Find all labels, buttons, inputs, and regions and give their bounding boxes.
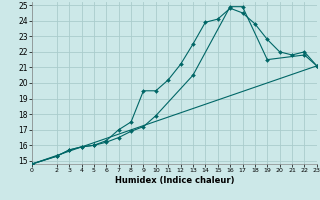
X-axis label: Humidex (Indice chaleur): Humidex (Indice chaleur)	[115, 176, 234, 185]
